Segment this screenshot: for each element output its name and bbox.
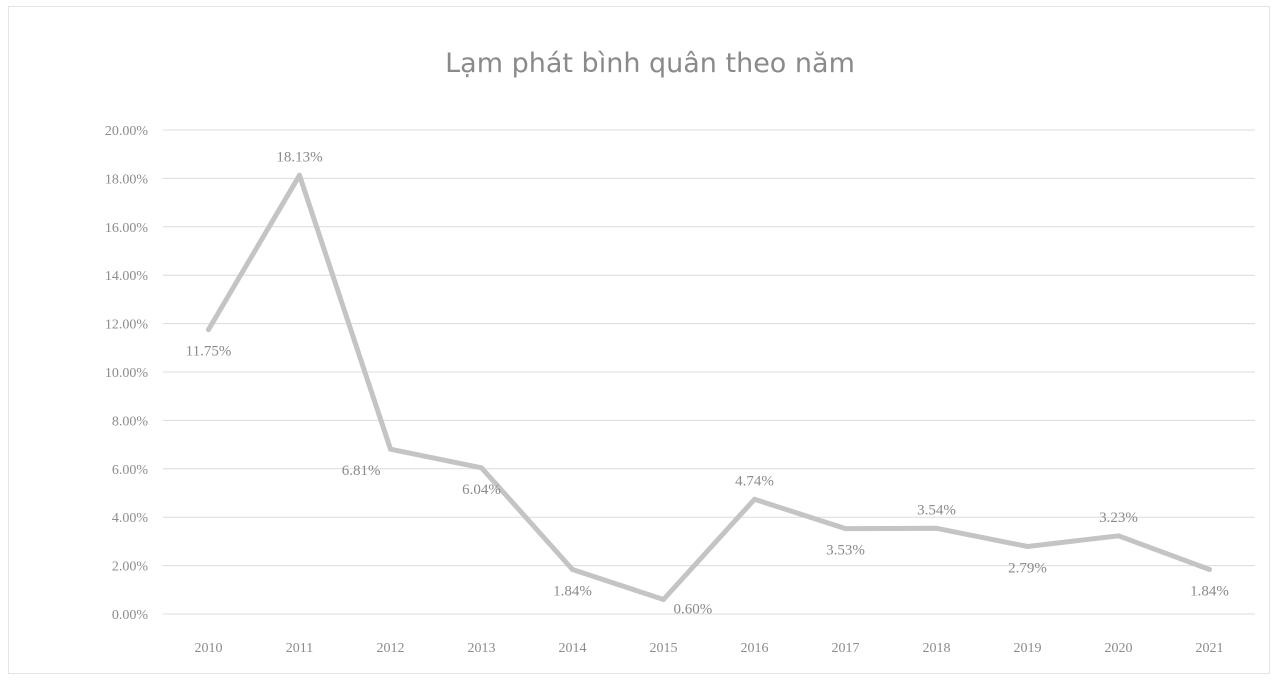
x-tick-label: 2018 <box>923 641 951 656</box>
x-tick-label: 2011 <box>286 641 313 656</box>
y-tick-label: 2.00% <box>112 560 149 575</box>
y-tick-label: 6.00% <box>112 463 149 478</box>
x-tick-label: 2010 <box>195 641 223 656</box>
y-tick-label: 14.00% <box>105 269 149 284</box>
data-point <box>388 446 393 452</box>
x-tick-label: 2019 <box>1014 641 1042 656</box>
data-point <box>1207 566 1212 572</box>
data-points <box>206 172 1212 602</box>
data-label: 4.74% <box>735 473 774 489</box>
data-point <box>934 525 939 531</box>
data-point <box>206 327 211 333</box>
x-tick-label: 2020 <box>1105 641 1133 656</box>
x-tick-label: 2021 <box>1196 641 1224 656</box>
x-tick-label: 2012 <box>377 641 405 656</box>
y-tick-label: 10.00% <box>105 366 149 381</box>
gridlines <box>163 129 1255 615</box>
data-point <box>843 526 848 532</box>
data-label: 6.04% <box>462 482 501 498</box>
y-tick-label: 8.00% <box>112 414 149 429</box>
x-tick-label: 2014 <box>559 641 587 656</box>
data-label: 3.23% <box>1099 510 1138 526</box>
data-label: 1.84% <box>1190 583 1229 599</box>
chart-title: Lạm phát bình quân theo năm <box>445 48 855 79</box>
y-tick-label: 0.00% <box>112 608 149 623</box>
data-label: 3.54% <box>917 502 956 518</box>
y-tick-label: 12.00% <box>105 318 149 333</box>
data-point <box>661 596 666 602</box>
data-label: 6.81% <box>342 463 381 479</box>
x-tick-label: 2013 <box>468 641 496 656</box>
y-tick-label: 4.00% <box>112 511 149 526</box>
chart-frame <box>8 6 1270 674</box>
y-axis-ticks: 0.00% 2.00% 4.00% 6.00% 8.00% 10.00% 12.00% 14.… <box>105 124 149 623</box>
data-label: 1.84% <box>553 583 592 599</box>
y-tick-label: 16.00% <box>105 221 149 236</box>
y-tick-label: 18.00% <box>105 172 149 187</box>
data-point <box>479 465 484 471</box>
data-point <box>570 566 575 572</box>
y-tick-label: 20.00% <box>105 124 149 139</box>
data-label: 2.79% <box>1008 560 1047 576</box>
series-line <box>206 172 1212 602</box>
x-axis-ticks: 2010 2011 2012 2013 2014 2015 2016 2017 2018 2019… <box>195 641 1224 656</box>
data-point <box>1116 533 1121 539</box>
x-tick-label: 2016 <box>741 641 769 656</box>
data-label: 18.13% <box>276 149 322 165</box>
data-point <box>297 172 302 178</box>
data-point <box>1025 543 1030 549</box>
data-label: 0.60% <box>674 601 713 617</box>
data-point <box>752 496 757 502</box>
data-label: 11.75% <box>186 344 232 360</box>
x-tick-label: 2015 <box>650 641 678 656</box>
x-tick-label: 2017 <box>832 641 860 656</box>
data-labels: 11.75% 18.13% 6.81% 6.04% 1.84% 0.60% 4.74% 3.5… <box>186 149 1229 617</box>
data-label: 3.53% <box>826 543 865 559</box>
